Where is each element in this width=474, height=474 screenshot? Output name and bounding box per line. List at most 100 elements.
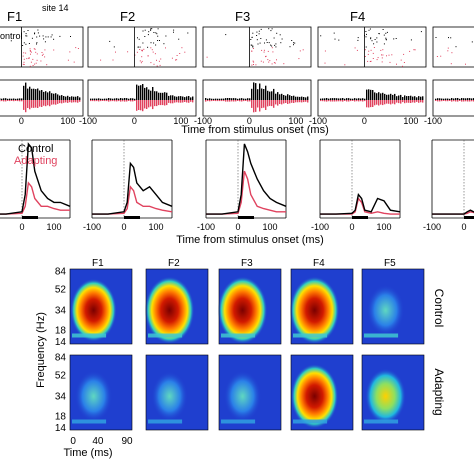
raster-spike bbox=[156, 59, 157, 61]
psth-bar-adapting bbox=[297, 100, 299, 103]
psth-bar-control bbox=[172, 95, 174, 100]
psth-box bbox=[317, 79, 427, 117]
psth-bar-adapting bbox=[130, 100, 132, 102]
heatmap-xlabel: Time (ms) bbox=[63, 447, 112, 459]
raster-spike bbox=[127, 51, 129, 53]
raster-spike bbox=[42, 35, 44, 37]
psth-bar-control bbox=[467, 98, 469, 100]
raster-spike bbox=[144, 36, 146, 37]
psth-bar-adapting bbox=[3, 100, 5, 102]
psth-bar-adapting bbox=[207, 100, 209, 102]
raster-spike bbox=[356, 49, 358, 51]
heatmap-band bbox=[72, 333, 107, 338]
raster-spike bbox=[59, 35, 61, 37]
heatmap-frame bbox=[290, 268, 354, 345]
raster-spike bbox=[385, 37, 387, 39]
raster-row-label: ontrol bbox=[0, 31, 23, 41]
psth-bar-adapting bbox=[360, 100, 362, 102]
psth-bar-adapting bbox=[140, 100, 142, 111]
panel-b-xlabel: Time from stimulus onset (ms) bbox=[176, 234, 324, 246]
heatmap-ytick: 14 bbox=[55, 423, 67, 434]
raster-spike bbox=[381, 54, 382, 56]
psth-bar-adapting bbox=[45, 100, 47, 107]
raster-spike bbox=[268, 42, 270, 44]
psth-bar-adapting bbox=[380, 100, 382, 105]
raster-spike bbox=[148, 31, 150, 33]
psth-bar-adapting bbox=[406, 100, 408, 103]
psth-bar-control bbox=[43, 91, 45, 100]
psth-bar-adapting bbox=[41, 100, 43, 107]
raster-spike bbox=[252, 48, 254, 49]
psth-bar-adapting bbox=[245, 100, 247, 101]
psth-bar-adapting bbox=[243, 100, 245, 102]
psth-bar-control bbox=[130, 98, 132, 100]
psth-bar-adapting bbox=[445, 100, 447, 102]
psth-bar-control bbox=[457, 98, 459, 100]
psth-bar-control bbox=[106, 98, 108, 100]
psth-bar-control bbox=[368, 89, 370, 100]
psth-bar-control bbox=[374, 92, 376, 100]
raster-spike bbox=[75, 47, 77, 49]
psth-bar-control bbox=[410, 95, 412, 100]
raster-spike bbox=[261, 49, 263, 51]
psth-bar-adapting bbox=[27, 100, 29, 108]
raster-spike bbox=[142, 42, 144, 44]
psth-bar-control bbox=[271, 91, 273, 100]
raster-spike bbox=[388, 54, 390, 56]
psth-bar-control bbox=[65, 96, 67, 100]
psth-bar-control bbox=[352, 98, 354, 100]
psth-bar-control bbox=[362, 98, 364, 100]
psth-bar-adapting bbox=[186, 100, 188, 103]
psth-bar-control bbox=[382, 92, 384, 100]
psth-bar-adapting bbox=[69, 100, 71, 103]
panel-b-tick-label: -100 bbox=[83, 222, 101, 232]
psth-bar-control bbox=[340, 98, 342, 100]
psth-bar-control bbox=[207, 98, 209, 100]
psth-bar-control bbox=[344, 98, 346, 100]
heatmap-cell bbox=[69, 354, 133, 431]
psth-bar-adapting bbox=[184, 100, 186, 102]
raster-spike bbox=[153, 32, 155, 33]
psth-bar-adapting bbox=[346, 100, 348, 102]
raster-spike bbox=[158, 60, 160, 62]
psth-bar-adapting bbox=[75, 100, 77, 103]
raster-spike bbox=[368, 29, 370, 31]
psth-bar-control bbox=[225, 98, 227, 100]
raster-spike bbox=[153, 63, 155, 65]
raster-spike bbox=[144, 29, 146, 31]
heatmap-band bbox=[364, 333, 399, 338]
psth-bar-control bbox=[342, 98, 344, 100]
raster-spike bbox=[385, 32, 387, 34]
psth-bar-adapting bbox=[368, 100, 370, 108]
psth-bar-control bbox=[17, 98, 19, 100]
panel-b-tick-label: 0 bbox=[235, 222, 240, 232]
raster-spike bbox=[382, 49, 384, 51]
psth-bar-control bbox=[21, 98, 23, 100]
raster-spike bbox=[23, 31, 25, 33]
psth-bar-control bbox=[33, 88, 35, 100]
heatmap-band bbox=[293, 419, 328, 424]
panel-a-tick-label: -100 bbox=[309, 116, 327, 126]
psth-bar-control bbox=[150, 90, 152, 100]
psth-bar-adapting bbox=[241, 100, 243, 102]
raster-spike bbox=[134, 54, 136, 56]
series-line-control bbox=[432, 209, 474, 215]
raster-spike bbox=[276, 32, 278, 34]
psth-bar-control bbox=[63, 96, 65, 100]
psth-bar-control bbox=[350, 98, 352, 100]
psth-bar-adapting bbox=[412, 100, 414, 103]
psth-bar-adapting bbox=[59, 100, 61, 104]
raster-spike bbox=[178, 38, 180, 40]
raster-spike bbox=[281, 38, 283, 40]
heatmap-band bbox=[293, 333, 328, 338]
psth-bar-adapting bbox=[148, 100, 150, 108]
raster-spike bbox=[289, 46, 291, 48]
raster-spike bbox=[23, 42, 25, 44]
psth-bar-control bbox=[49, 91, 51, 100]
psth-bar-adapting bbox=[404, 100, 406, 104]
raster-spike bbox=[450, 63, 452, 65]
psth-bar-adapting bbox=[366, 100, 368, 108]
row-label-adapting: Adapting bbox=[432, 368, 446, 415]
psth-bar-control bbox=[67, 95, 69, 100]
psth-bar-control bbox=[213, 98, 215, 100]
